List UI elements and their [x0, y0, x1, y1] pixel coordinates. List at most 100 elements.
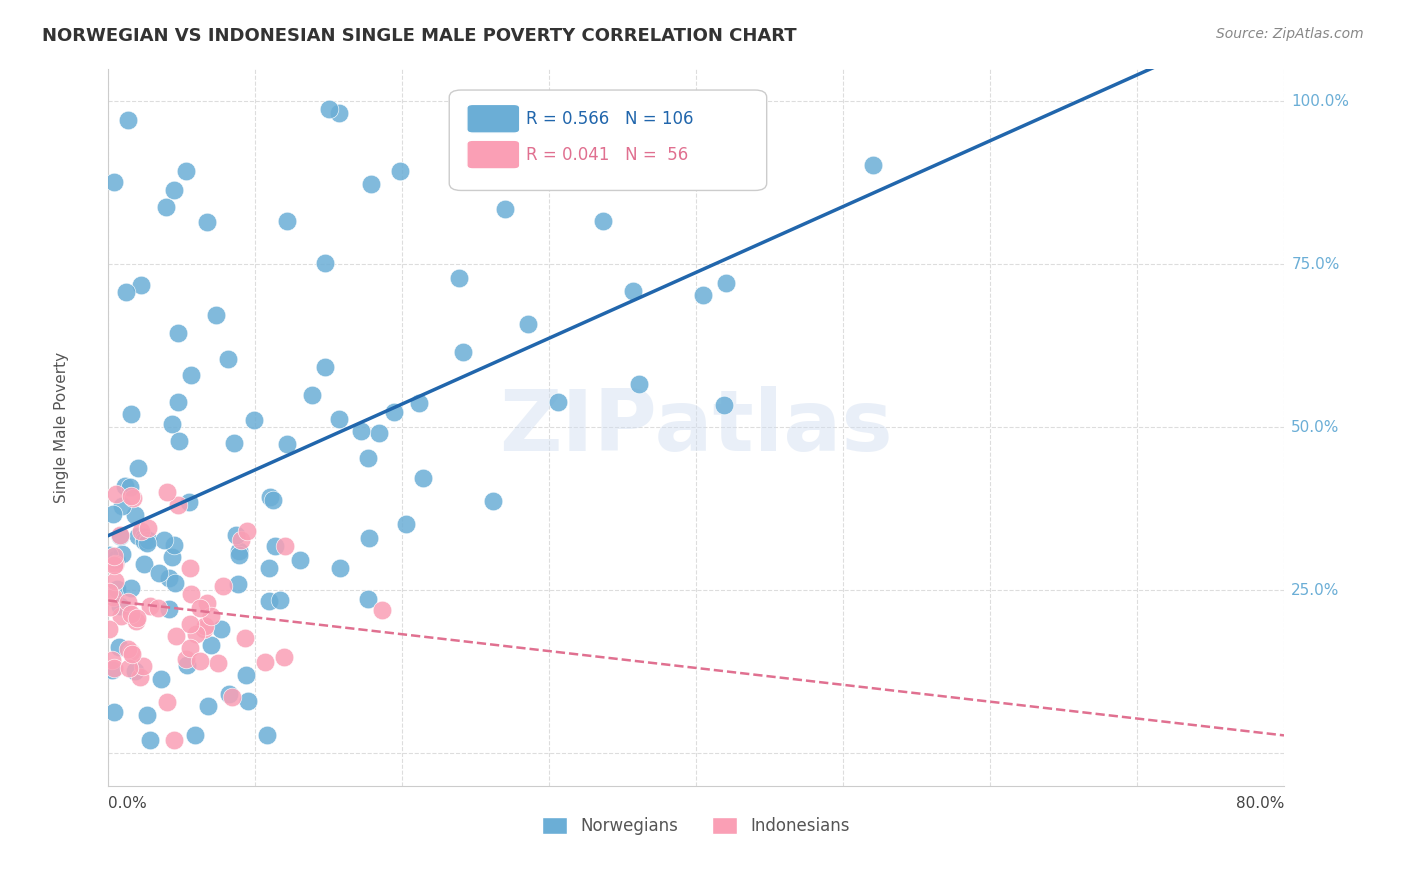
Point	[692, 288, 714, 302]
Point	[276, 436, 298, 450]
Point	[157, 571, 180, 585]
Point	[97, 585, 120, 599]
Point	[314, 360, 336, 375]
Point	[129, 277, 152, 292]
Point	[179, 616, 201, 631]
Point	[148, 566, 170, 580]
Point	[111, 499, 134, 513]
Point	[274, 539, 297, 553]
Text: 80.0%: 80.0%	[1236, 796, 1284, 811]
Point	[229, 533, 252, 547]
Point	[117, 642, 139, 657]
Point	[101, 508, 124, 522]
Point	[166, 395, 188, 409]
Point	[150, 673, 173, 687]
Point	[103, 661, 125, 675]
Point	[135, 707, 157, 722]
Point	[495, 202, 517, 216]
Point	[714, 276, 737, 290]
Point	[103, 549, 125, 564]
Point	[120, 407, 142, 421]
Point	[592, 214, 614, 228]
Point	[104, 574, 127, 588]
Point	[110, 608, 132, 623]
Text: 75.0%: 75.0%	[1291, 257, 1340, 272]
Point	[103, 175, 125, 189]
Point	[132, 530, 155, 544]
Text: 0.0%: 0.0%	[108, 796, 148, 811]
Point	[368, 426, 391, 441]
Point	[180, 368, 202, 383]
Legend: Norwegians, Indonesians: Norwegians, Indonesians	[543, 817, 849, 835]
Text: ZIPatlas: ZIPatlas	[499, 385, 893, 468]
Text: 25.0%: 25.0%	[1291, 582, 1340, 598]
Text: R = 0.566   N = 106: R = 0.566 N = 106	[526, 110, 693, 128]
Point	[136, 533, 159, 547]
Text: Single Male Poverty: Single Male Poverty	[53, 351, 69, 503]
Point	[357, 450, 380, 465]
Point	[155, 695, 177, 709]
Point	[236, 524, 259, 539]
Point	[104, 486, 127, 500]
Point	[357, 591, 380, 606]
Point	[259, 561, 281, 575]
Point	[226, 576, 249, 591]
Point	[349, 424, 371, 438]
Point	[114, 479, 136, 493]
Point	[157, 601, 180, 615]
Point	[134, 557, 156, 571]
Point	[328, 105, 350, 120]
Point	[225, 527, 247, 541]
Point	[194, 619, 217, 633]
Point	[118, 480, 141, 494]
Point	[547, 394, 569, 409]
Point	[163, 538, 186, 552]
Point	[200, 638, 222, 652]
Point	[382, 404, 405, 418]
Point	[328, 411, 350, 425]
Point	[318, 102, 340, 116]
Point	[101, 590, 124, 604]
FancyBboxPatch shape	[450, 90, 766, 191]
Point	[447, 271, 470, 285]
Point	[371, 603, 394, 617]
Point	[412, 470, 434, 484]
Point	[120, 581, 142, 595]
Point	[174, 164, 197, 178]
Point	[124, 614, 146, 628]
Point	[120, 489, 142, 503]
Point	[124, 508, 146, 523]
Point	[179, 561, 201, 575]
Point	[190, 654, 212, 668]
Point	[180, 587, 202, 601]
Point	[264, 539, 287, 553]
Point	[101, 663, 124, 677]
Text: 50.0%: 50.0%	[1291, 419, 1340, 434]
Point	[127, 611, 149, 625]
Point	[621, 284, 644, 298]
Point	[184, 727, 207, 741]
Point	[167, 498, 190, 512]
Point	[98, 599, 121, 614]
Point	[195, 595, 218, 609]
Point	[121, 491, 143, 505]
Point	[118, 661, 141, 675]
Point	[482, 493, 505, 508]
Point	[262, 492, 284, 507]
Point	[259, 490, 281, 504]
Point	[138, 521, 160, 535]
FancyBboxPatch shape	[467, 104, 520, 133]
Point	[155, 200, 177, 214]
Point	[217, 352, 239, 367]
Point	[395, 516, 418, 531]
Point	[713, 398, 735, 412]
Point	[103, 706, 125, 720]
Point	[254, 655, 277, 669]
Point	[167, 434, 190, 449]
Point	[256, 728, 278, 742]
Point	[127, 460, 149, 475]
Point	[129, 524, 152, 539]
Point	[105, 582, 128, 596]
Point	[163, 733, 186, 747]
Point	[520, 105, 543, 120]
